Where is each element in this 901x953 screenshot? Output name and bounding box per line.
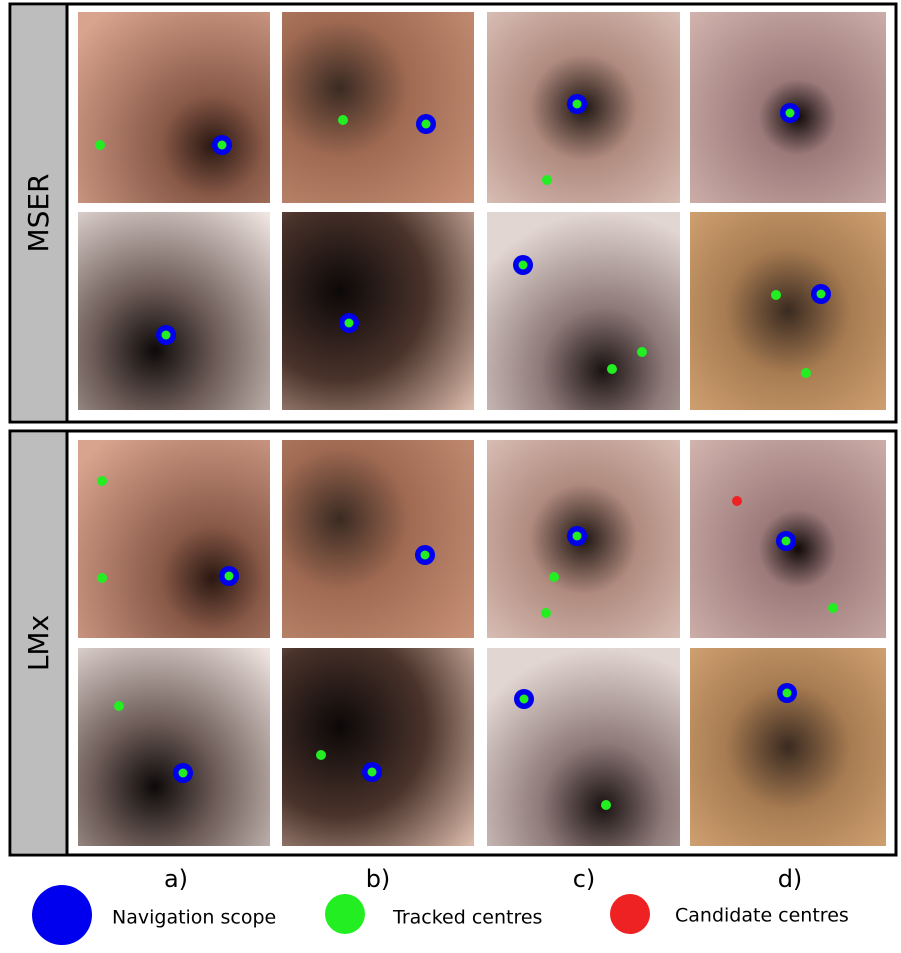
candidate-centre-marker (732, 496, 742, 506)
tracked-centre-marker (224, 571, 234, 581)
tracked-centre-marker (344, 318, 354, 328)
tracked-centre-marker (97, 573, 107, 583)
endoscopy-image (282, 440, 474, 638)
tracked-centre-marker (637, 347, 647, 357)
tracked-centre-marker (338, 115, 348, 125)
tracked-centre-marker (572, 99, 582, 109)
tracked-centre-marker (771, 290, 781, 300)
panel-border (8, 2, 898, 424)
endoscopy-image (78, 212, 270, 410)
panel-border (8, 429, 898, 857)
endoscopy-image (78, 12, 270, 203)
tracked-centre-marker (97, 476, 107, 486)
tracked-centre-marker (542, 175, 552, 185)
column-label: c) (573, 865, 596, 893)
endoscopy-image (78, 648, 270, 846)
column-label: b) (366, 865, 391, 893)
tracked-centre-marker (217, 140, 227, 150)
tracked-centre-marker (161, 330, 171, 340)
endoscopy-image (690, 648, 886, 846)
tracked-centre-marker (572, 531, 582, 541)
legend-label: Candidate centres (675, 905, 849, 927)
tracked-centre-marker (549, 572, 559, 582)
row-label: LMx (22, 615, 55, 671)
tracked-centre-marker (781, 536, 791, 546)
tracked-centre-marker (801, 368, 811, 378)
tracked-centre-marker (367, 767, 377, 777)
tracked-centre-marker (828, 603, 838, 613)
tracked-centre-marker (178, 768, 188, 778)
tracked-centre-marker (785, 108, 795, 118)
tracked-centre-marker (816, 289, 826, 299)
tracked-centre-marker (114, 701, 124, 711)
legend-label: Tracked centres (392, 907, 542, 929)
endoscopy-image (282, 212, 474, 410)
column-label: d) (778, 865, 803, 893)
legend-swatch (325, 894, 365, 934)
legend-label: Navigation scope (112, 907, 276, 929)
tracked-centre-marker (519, 694, 529, 704)
legend-swatch (610, 894, 650, 934)
endoscopy-image (282, 648, 474, 846)
tracked-centre-marker (421, 119, 431, 129)
column-label: a) (164, 865, 188, 893)
endoscopy-image (487, 648, 680, 846)
tracked-centre-marker (95, 140, 105, 150)
endoscopy-image (78, 440, 270, 638)
endoscopy-image (487, 212, 680, 410)
tracked-centre-marker (518, 260, 528, 270)
row-label-strip (12, 433, 66, 853)
endoscopy-image (690, 212, 886, 410)
tracked-centre-marker (316, 750, 326, 760)
tracked-centre-marker (782, 688, 792, 698)
tracked-centre-marker (541, 608, 551, 618)
row-label-strip (12, 6, 66, 420)
tracked-centre-marker (420, 550, 430, 560)
row-label: MSER (22, 173, 55, 252)
tracked-centre-marker (601, 800, 611, 810)
endoscopy-image (282, 12, 474, 203)
legend-swatch (32, 885, 92, 945)
tracked-centre-marker (607, 364, 617, 374)
